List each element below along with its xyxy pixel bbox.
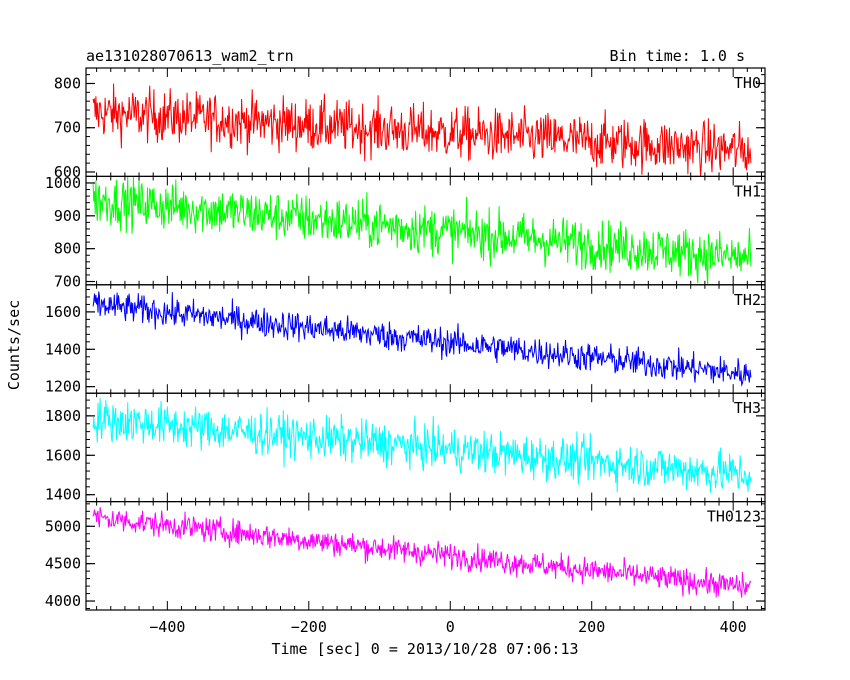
y-tick-label: 1000 xyxy=(45,174,81,192)
panel-label: TH3 xyxy=(734,399,761,417)
panel-stack: 600 700 800 TH0 700 800 900 1000 TH1 1200 1400 1600… xyxy=(45,67,766,611)
panel-th1: 700 800 900 1000 TH1 xyxy=(45,174,766,291)
panel-frame xyxy=(85,284,766,394)
series-line-th1 xyxy=(92,176,752,285)
y-tick-label: 1800 xyxy=(45,407,81,425)
panel-th2: 1200 1400 1600 TH2 xyxy=(45,284,766,396)
panel-frame xyxy=(85,501,766,611)
x-tick-label: −200 xyxy=(291,618,327,636)
y-tick-label: 4000 xyxy=(45,592,81,610)
y-tick-label: 900 xyxy=(54,207,81,225)
y-tick-label: 800 xyxy=(54,240,81,258)
y-tick-label: 1400 xyxy=(45,340,81,358)
series-line-th3 xyxy=(92,398,752,493)
panel-label: TH2 xyxy=(734,291,761,309)
y-tick-label: 700 xyxy=(54,273,81,291)
y-tick-label: 700 xyxy=(54,119,81,137)
y-tick-label: 4500 xyxy=(45,555,81,573)
x-tick-label: 0 xyxy=(446,618,455,636)
x-axis-label: Time [sec] 0 = 2013/10/28 07:06:13 xyxy=(271,640,578,658)
y-axis-label: Counts/sec xyxy=(5,300,23,390)
y-tick-label: 1200 xyxy=(45,378,81,396)
panel-label: TH1 xyxy=(734,182,761,200)
series-line-th2 xyxy=(92,291,752,387)
x-tick-label: 400 xyxy=(720,618,747,636)
x-tick-label: −400 xyxy=(149,618,185,636)
series-line-th0 xyxy=(92,83,752,177)
y-tick-label: 1600 xyxy=(45,446,81,464)
panel-th0: 600 700 800 TH0 xyxy=(54,67,766,181)
x-axis: −400 −200 0 200 400 xyxy=(149,618,746,636)
x-tick-label: 200 xyxy=(578,618,605,636)
y-tick-label: 1400 xyxy=(45,486,81,504)
series-line-th0123 xyxy=(92,507,752,598)
bin-time-label: Bin time: 1.0 s xyxy=(610,47,745,65)
y-tick-label: 5000 xyxy=(45,517,81,535)
y-tick-label: 800 xyxy=(54,74,81,92)
panel-label: TH0 xyxy=(734,74,761,92)
y-tick-label: 600 xyxy=(54,163,81,181)
plot-title: ae131028070613_wam2_trn xyxy=(86,47,294,65)
y-tick-label: 1600 xyxy=(45,303,81,321)
panel-label: TH0123 xyxy=(707,508,761,526)
panel-th0123: 4000 4500 5000 TH0123 xyxy=(45,501,766,611)
panel-th3: 1400 1600 1800 TH3 xyxy=(45,392,766,504)
